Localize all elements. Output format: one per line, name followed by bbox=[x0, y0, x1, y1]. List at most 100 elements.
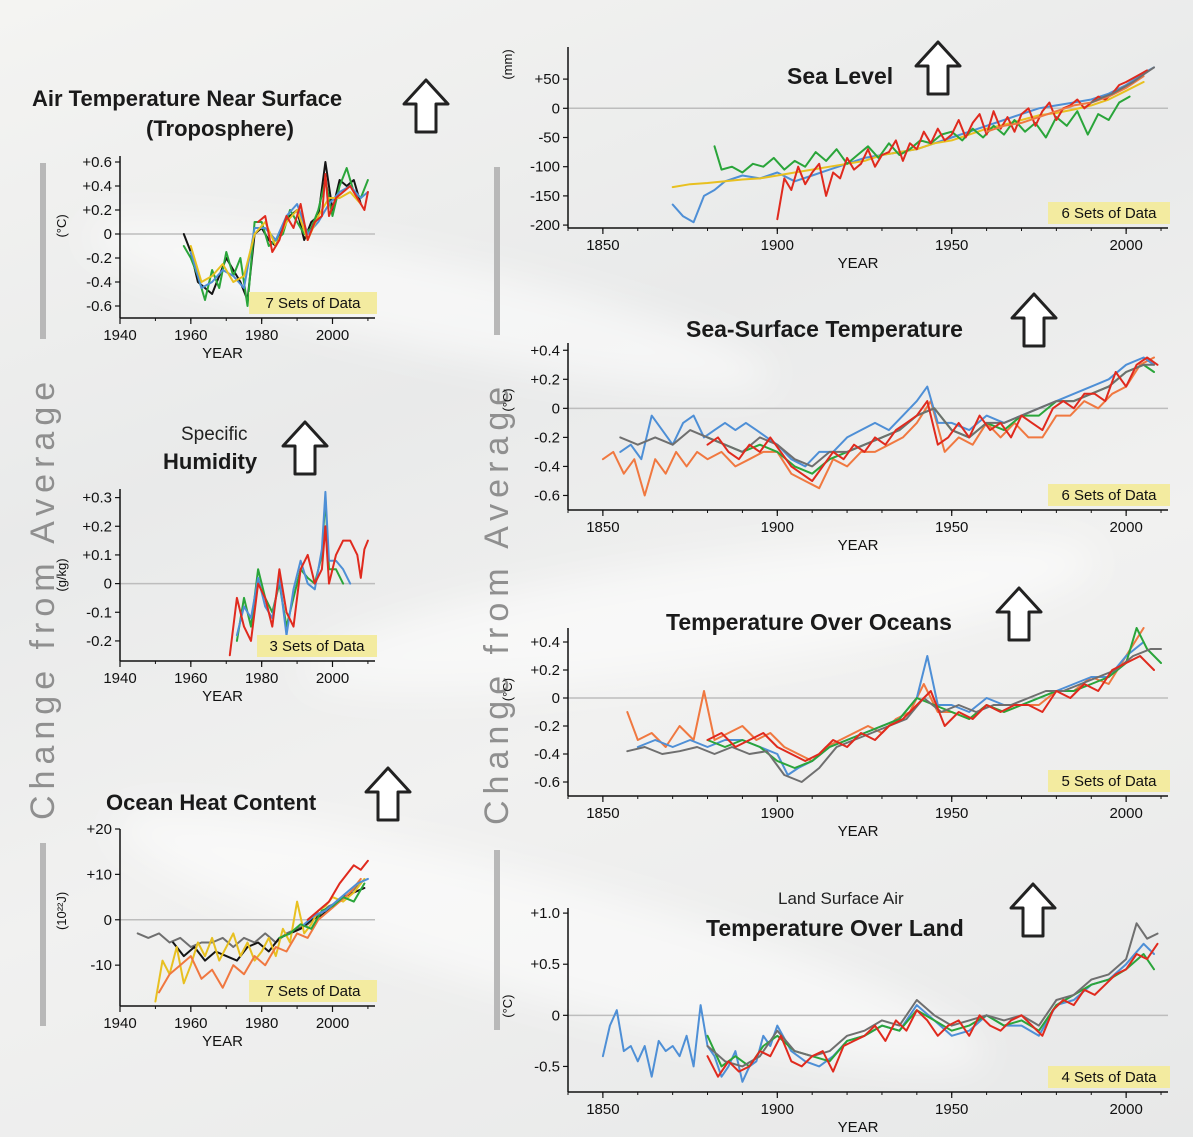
y-tick-label: 0 bbox=[104, 226, 112, 243]
left-side-bar-top bbox=[40, 163, 46, 339]
data-sets-badge bbox=[249, 292, 377, 314]
sl-series-line bbox=[776, 69, 1149, 221]
y-tick-label: +20 bbox=[87, 821, 112, 838]
y-tick-label: -0.2 bbox=[534, 429, 560, 446]
y-tick-label: -0.4 bbox=[534, 458, 560, 475]
x-tick-label: 1940 bbox=[103, 670, 136, 687]
temp-over-oceans-title: Temperature Over Oceans bbox=[666, 609, 952, 635]
y-axis-label: (°C) bbox=[500, 388, 515, 411]
up-arrow-icon bbox=[364, 766, 412, 822]
y-tick-label: +10 bbox=[87, 866, 112, 883]
air-temp-title-line2: (Troposphere) bbox=[146, 116, 294, 141]
data-sets-badge-label: 7 Sets of Data bbox=[265, 295, 361, 312]
up-arrow-icon bbox=[281, 420, 329, 476]
ohc-chart-group: +20 +10 0 -10 1940 1960 1980 2000 YEAR (10²²J) 7 S… bbox=[54, 821, 377, 1050]
up-arrow-icon bbox=[1010, 292, 1058, 348]
tol-series-line bbox=[706, 942, 1159, 1078]
y-tick-label: 0 bbox=[104, 576, 112, 593]
y-tick-label: +0.2 bbox=[82, 202, 112, 219]
x-axis-label: YEAR bbox=[838, 823, 879, 840]
y-tick-label: -200 bbox=[530, 217, 560, 234]
y-axis-label: (10²²J) bbox=[54, 892, 69, 930]
data-sets-badge bbox=[1048, 770, 1170, 792]
y-tick-label: 0 bbox=[552, 100, 560, 117]
y-tick-label: -0.2 bbox=[86, 250, 112, 267]
x-tick-label: 1900 bbox=[761, 805, 794, 822]
x-tick-label: 1850 bbox=[586, 519, 619, 536]
x-tick-label: 1950 bbox=[935, 519, 968, 536]
air-temp-title: Air Temperature Near Surface bbox=[32, 86, 343, 111]
y-tick-label: +0.4 bbox=[530, 634, 560, 651]
ohc-series-line bbox=[136, 882, 362, 948]
up-arrow-icon bbox=[402, 78, 450, 134]
air-series-line bbox=[189, 185, 369, 289]
too-series-line bbox=[626, 627, 1145, 762]
data-sets-badge-label: 3 Sets of Data bbox=[269, 638, 365, 655]
too-series-line bbox=[706, 655, 1155, 762]
temp-over-land-title: Temperature Over Land bbox=[706, 915, 964, 941]
sst-series-line bbox=[601, 356, 1155, 497]
too-chart-group: +0.4 +0.2 0 -0.2 -0.4 -0.6 1850 1900 1950 2000 YEA… bbox=[500, 627, 1170, 840]
y-tick-label: 0 bbox=[552, 400, 560, 417]
y-tick-label: 0 bbox=[104, 912, 112, 929]
air-chart-group: +0.6 +0.4 +0.2 0 -0.2 -0.4 -0.6 1940 1960 1980 200… bbox=[54, 154, 377, 362]
y-tick-label: -0.6 bbox=[534, 774, 560, 791]
y-axis-label: (°C) bbox=[500, 678, 515, 701]
data-sets-badge bbox=[257, 635, 377, 657]
y-tick-label: -0.4 bbox=[86, 274, 112, 291]
y-tick-label: +0.2 bbox=[530, 662, 560, 679]
data-sets-badge-label: 6 Sets of Data bbox=[1061, 487, 1157, 504]
too-series-line bbox=[636, 641, 1145, 776]
y-tick-label: -0.2 bbox=[86, 633, 112, 650]
y-tick-label: +0.2 bbox=[530, 371, 560, 388]
sst-chart-group: +0.4 +0.2 0 -0.2 -0.4 -0.6 1850 1900 1950 2000 YEA… bbox=[500, 342, 1170, 554]
y-tick-label: +0.4 bbox=[530, 342, 560, 359]
x-tick-label: 1940 bbox=[103, 327, 136, 344]
x-tick-label: 1900 bbox=[761, 237, 794, 254]
x-tick-label: 2000 bbox=[316, 670, 349, 687]
sl-series-line bbox=[985, 75, 1145, 133]
x-axis-label: YEAR bbox=[838, 1119, 879, 1136]
data-sets-badge-label: 7 Sets of Data bbox=[265, 983, 361, 1000]
ohc-series-line bbox=[306, 859, 369, 921]
y-tick-label: -0.4 bbox=[534, 746, 560, 763]
right-side-bar-top bbox=[494, 167, 500, 335]
x-axis-label: YEAR bbox=[838, 255, 879, 272]
up-arrow-icon bbox=[914, 40, 962, 96]
sl-chart-group: +50 0 -50 -100 -150 -200 1850 1900 1950 2000 YEAR (… bbox=[500, 47, 1170, 272]
y-tick-label: +1.0 bbox=[530, 905, 560, 922]
ohc-series-line bbox=[158, 877, 362, 994]
x-tick-label: 2000 bbox=[316, 1015, 349, 1032]
y-axis-label: (°C) bbox=[54, 214, 69, 237]
y-tick-label: -50 bbox=[538, 130, 560, 147]
hum-series-line bbox=[228, 525, 369, 657]
x-tick-label: 1980 bbox=[245, 670, 278, 687]
y-tick-label: -0.5 bbox=[534, 1058, 560, 1075]
x-tick-label: 1980 bbox=[245, 327, 278, 344]
air-series-line bbox=[257, 173, 369, 253]
x-tick-label: 1900 bbox=[761, 1101, 794, 1118]
hum-chart-group: +0.3 +0.2 +0.1 0 -0.1 -0.2 1940 1960 1980 2000 YEA… bbox=[54, 489, 377, 705]
y-tick-label: 0 bbox=[552, 690, 560, 707]
x-tick-label: 1850 bbox=[586, 1101, 619, 1118]
hum-series-line bbox=[235, 490, 352, 637]
data-sets-badge-label: 6 Sets of Data bbox=[1061, 205, 1157, 222]
y-tick-label: -0.6 bbox=[534, 487, 560, 504]
x-tick-label: 1960 bbox=[174, 670, 207, 687]
x-tick-label: 2000 bbox=[1109, 519, 1142, 536]
y-tick-label: -0.1 bbox=[86, 604, 112, 621]
too-series-line bbox=[626, 648, 1162, 783]
temp-over-land-title-pre: Land Surface Air bbox=[778, 889, 904, 908]
x-tick-label: 1980 bbox=[245, 1015, 278, 1032]
sea-level-title: Sea Level bbox=[787, 63, 894, 89]
x-tick-label: 2000 bbox=[316, 327, 349, 344]
y-tick-label: -10 bbox=[90, 957, 112, 974]
y-tick-label: +0.5 bbox=[530, 956, 560, 973]
y-tick-label: -0.2 bbox=[534, 718, 560, 735]
up-arrow-icon bbox=[995, 586, 1043, 642]
x-tick-label: 1950 bbox=[935, 1101, 968, 1118]
tol-series-line bbox=[601, 942, 1155, 1083]
left-side-bar-bottom bbox=[40, 843, 46, 1026]
y-axis-label: (g/kg) bbox=[54, 558, 69, 591]
